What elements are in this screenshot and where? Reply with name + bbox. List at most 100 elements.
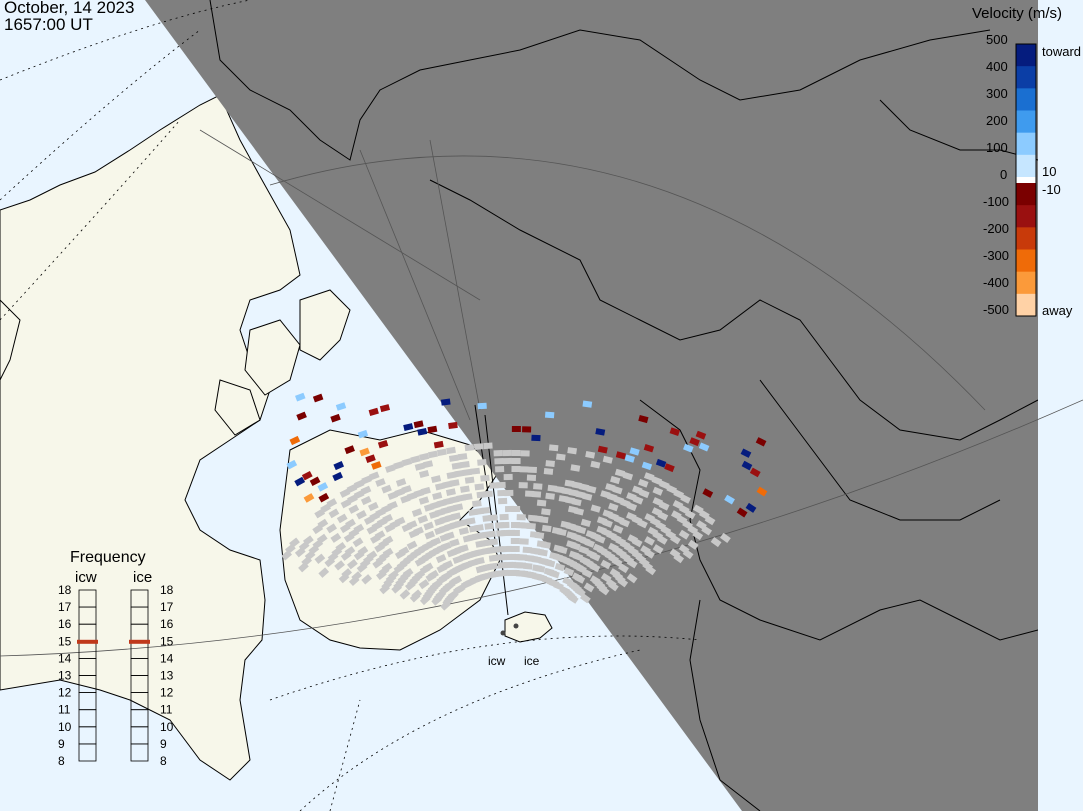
radar-gate-cell bbox=[477, 459, 487, 466]
radar-gate-cell bbox=[632, 495, 644, 505]
radar-gate-cell bbox=[348, 504, 360, 514]
frequency-gauge-cell bbox=[78, 743, 97, 762]
radar-gate-cell bbox=[387, 500, 398, 510]
radar-gate-cell bbox=[388, 570, 399, 581]
radar-gate-cell bbox=[533, 483, 543, 490]
radar-gate-cell bbox=[626, 558, 638, 569]
radar-gate-cell bbox=[458, 544, 469, 553]
radar-gate-cell bbox=[511, 450, 521, 457]
radar-gate-cell bbox=[330, 532, 342, 543]
radar-gate-cell bbox=[511, 505, 521, 513]
radar-gate-cell bbox=[406, 520, 418, 530]
radar-gate-cell bbox=[631, 537, 643, 548]
radar-gate-cell bbox=[502, 545, 512, 553]
colorbar-toward-segment bbox=[1016, 110, 1036, 134]
radar-gate-cell bbox=[494, 466, 505, 473]
radar-gate-cell bbox=[673, 553, 685, 564]
radar-gate-cell bbox=[413, 420, 424, 429]
radar-gate-cell bbox=[435, 554, 447, 564]
radar-gate-cell bbox=[573, 507, 585, 516]
colorbar-away-segment bbox=[1016, 271, 1036, 295]
radar-gate-cell bbox=[579, 483, 590, 492]
radar-gate-cell bbox=[432, 491, 443, 501]
radar-gate-cell bbox=[520, 450, 530, 457]
radar-gate-cell bbox=[602, 455, 613, 464]
radar-gate-cell bbox=[582, 492, 593, 501]
frequency-scale-label: 13 bbox=[160, 669, 174, 683]
colorbar-zero-band bbox=[1016, 177, 1036, 183]
radar-gate-cell bbox=[393, 461, 404, 470]
colorbar-tick: 0 bbox=[1000, 167, 1008, 182]
radar-gate-cell bbox=[531, 490, 542, 498]
radar-gate-cell bbox=[652, 544, 664, 554]
radar-gate-cell bbox=[669, 427, 681, 436]
radar-gate-cell bbox=[448, 421, 458, 430]
radar-gate-cell bbox=[567, 593, 579, 604]
frequency-scale-label: 12 bbox=[160, 686, 174, 700]
radar-gate-cell bbox=[346, 483, 358, 494]
radar-gate-cell bbox=[589, 562, 601, 573]
radar-gate-cell bbox=[745, 502, 757, 513]
radar-gate-cell bbox=[644, 548, 655, 559]
radar-gate-cell bbox=[361, 574, 373, 585]
radar-gate-cell bbox=[666, 484, 678, 494]
radar-gate-cell bbox=[449, 479, 460, 487]
radar-gate-cell bbox=[422, 562, 434, 573]
radar-gate-cell bbox=[402, 567, 414, 578]
frequency-scale-label: 17 bbox=[160, 600, 174, 614]
radar-gate-cell bbox=[360, 495, 372, 506]
radar-gate-cell bbox=[502, 449, 512, 457]
radar-gate-cell bbox=[619, 518, 631, 528]
radar-gate-cell bbox=[289, 435, 301, 446]
radar-gate-cell bbox=[595, 534, 606, 544]
radar-gate-cell bbox=[680, 494, 691, 504]
radar-gate-cell bbox=[659, 480, 670, 490]
radar-gate-cell bbox=[511, 458, 521, 465]
colorbar-title: Velocity (m/s) bbox=[972, 5, 1063, 22]
radar-gate-cell bbox=[459, 485, 470, 493]
radar-gate-cell bbox=[465, 517, 476, 525]
radar-gate-cell bbox=[496, 554, 506, 561]
site-marker-icw bbox=[500, 630, 506, 636]
radar-gate-cell bbox=[433, 440, 444, 449]
colorbar-tick: 300 bbox=[986, 86, 1008, 101]
colorbar-away-label: away bbox=[1042, 303, 1073, 318]
radar-gate-cell bbox=[670, 534, 681, 545]
radar-gate-cell bbox=[632, 485, 643, 495]
colorbar-away-segment bbox=[1016, 227, 1036, 250]
radar-gate-cell bbox=[519, 538, 529, 545]
velocity-colorbar bbox=[1015, 43, 1037, 317]
radar-gate-cell bbox=[316, 533, 328, 544]
radar-gate-cell bbox=[382, 547, 394, 558]
radar-gate-cell bbox=[618, 563, 629, 574]
radar-gate-cell bbox=[502, 457, 513, 465]
land-arctic-islands bbox=[214, 289, 351, 436]
radar-gate-cell bbox=[682, 549, 694, 560]
radar-gate-cell bbox=[473, 443, 484, 450]
radar-gate-cell bbox=[497, 497, 508, 505]
radar-gate-cell bbox=[614, 468, 626, 478]
radar-gate-cell bbox=[474, 556, 485, 565]
radar-gate-cell bbox=[499, 569, 509, 577]
radar-gate-cell bbox=[473, 524, 484, 532]
radar-gate-cell bbox=[347, 494, 358, 504]
radar-gate-cell bbox=[598, 585, 610, 596]
radar-gate-cell bbox=[352, 537, 364, 548]
radar-gate-cell bbox=[457, 453, 468, 461]
radar-gate-cell bbox=[418, 496, 430, 505]
radar-gate-cell bbox=[534, 531, 545, 539]
radar-gate-cell bbox=[318, 492, 330, 503]
radar-gate-cell bbox=[430, 537, 442, 547]
radar-gate-cell bbox=[361, 475, 372, 485]
radar-gate-cell bbox=[583, 582, 595, 593]
radar-gate-cell bbox=[615, 451, 627, 460]
radar-gate-cell bbox=[756, 486, 768, 497]
radar-gate-cell bbox=[544, 411, 555, 419]
radar-gate-cell bbox=[449, 538, 460, 548]
radar-gate-cell bbox=[326, 498, 338, 508]
radar-gate-cell bbox=[643, 444, 655, 453]
land-greenland bbox=[0, 94, 301, 781]
radar-gate-cell bbox=[626, 502, 638, 512]
radar-gate-cell bbox=[500, 521, 510, 529]
